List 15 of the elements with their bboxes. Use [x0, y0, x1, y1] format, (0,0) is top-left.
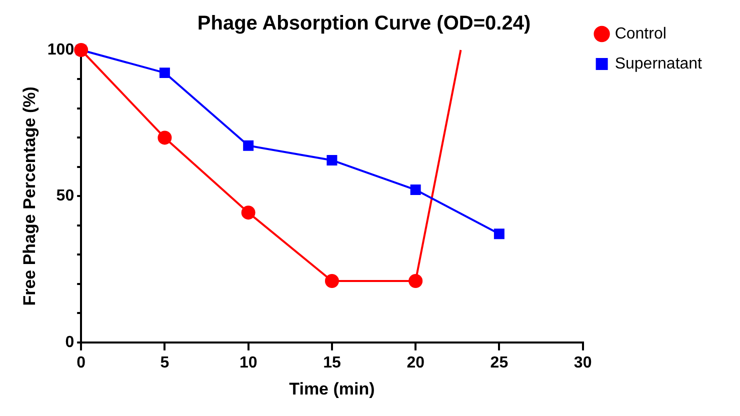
x-axis-title: Time (min)	[289, 379, 375, 398]
x-tick-label: 20	[406, 354, 425, 372]
x-tick-label: 30	[574, 354, 592, 372]
x-tick-label: 15	[323, 354, 341, 372]
x-tick-label: 10	[239, 354, 258, 372]
x-tick-label: 5	[160, 354, 170, 372]
x-tick-label: 0	[76, 354, 86, 372]
x-tick-label: 25	[490, 354, 508, 372]
y-tick-label: 50	[56, 188, 74, 205]
legend-label: Supernatant	[614, 55, 703, 72]
chart-title: Phage Absorption Curve (OD=0.24)	[197, 12, 531, 35]
y-axis-title: Free Phage Percentage (%)	[20, 86, 39, 306]
y-tick-label: 100	[47, 41, 74, 58]
legend-label: Control	[614, 25, 666, 42]
y-tick-label: 0	[65, 334, 74, 351]
